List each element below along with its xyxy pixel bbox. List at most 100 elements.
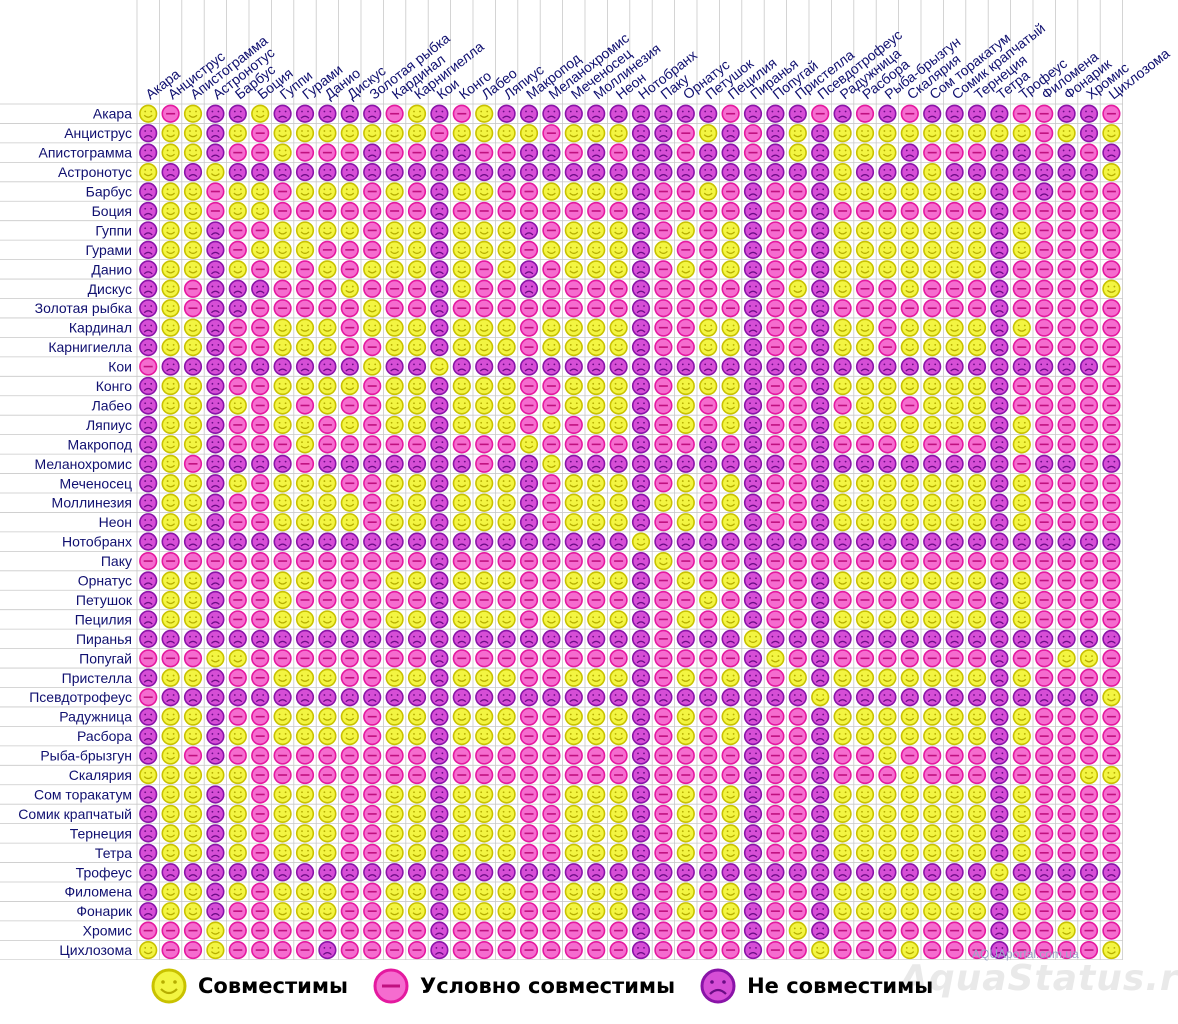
heatmap-cell [1035,513,1054,532]
heatmap-cell [676,338,695,357]
heatmap-cell [654,221,673,240]
heatmap-cell [430,124,449,143]
heatmap-cell [385,396,404,415]
heatmap-cell [609,162,628,182]
heatmap-cell [1057,124,1076,143]
heatmap-cell [923,824,942,843]
heatmap-cell [766,435,785,454]
heatmap-cell [452,318,471,337]
heatmap-cell [1102,182,1121,201]
heatmap-cell [609,513,628,532]
heatmap-cell [990,765,1009,785]
heatmap-cell [676,765,695,785]
heatmap-cell [743,299,763,318]
heatmap-cell [497,318,516,337]
heatmap-cell [878,746,897,765]
heatmap-cell [699,474,718,493]
heatmap-cell [407,415,427,435]
heatmap-cell [1102,396,1121,415]
heatmap-cell [161,765,180,785]
heatmap-cell [654,785,673,804]
heatmap-cell [183,279,203,298]
heatmap-cell [273,532,292,551]
heatmap-cell [273,435,292,454]
heatmap-cell [945,668,964,687]
heatmap-cell [228,201,247,221]
heatmap-cell [385,260,404,279]
heatmap-cell [161,240,180,259]
heatmap-cell [542,240,561,259]
heatmap-cell [542,707,561,726]
heatmap-cell [788,727,807,746]
heatmap-cell [139,804,158,824]
heatmap-cell [385,843,404,862]
heatmap-cell [475,454,494,473]
heatmap-cell [878,824,897,843]
heatmap-cell [721,318,740,337]
heatmap-cell [295,902,315,921]
heatmap-cell [475,649,494,668]
heatmap-cell [676,863,695,882]
heatmap-cell [766,104,785,123]
heatmap-cell [1079,610,1099,629]
heatmap-cell [363,863,382,882]
heatmap-cell [654,260,673,279]
heatmap-cell [318,843,337,862]
row-label: Золотая рыбка [35,300,133,316]
heatmap-cell [945,162,964,182]
heatmap-cell [1012,668,1031,687]
heatmap-cell [900,532,919,551]
heatmap-cell [609,376,628,396]
heatmap-cell [900,221,919,240]
heatmap-cell [206,279,225,298]
heatmap-cell [206,746,225,765]
heatmap-cell [766,396,785,415]
heatmap-cell [631,396,651,415]
heatmap-cell [519,727,539,746]
heatmap-cell [923,474,942,493]
heatmap-cell [721,921,740,940]
heatmap-cell [878,785,897,804]
heatmap-cell [1079,765,1099,785]
heatmap-cell [206,882,225,901]
heatmap-cell [833,338,852,357]
heatmap-cell [721,143,740,162]
heatmap-cell [743,532,763,551]
heatmap-cell [811,454,830,473]
heatmap-cell [273,201,292,221]
heatmap-cell [475,551,494,571]
heatmap-cell [855,260,875,279]
heatmap-cell [430,474,449,493]
heatmap-cell [811,629,830,648]
heatmap-cell [1012,902,1031,921]
heatmap-cell [676,746,695,765]
heatmap-cell [631,649,651,668]
heatmap-cell [251,260,270,279]
heatmap-cell [542,727,561,746]
heatmap-cell [609,882,628,901]
heatmap-cell [1012,940,1031,960]
row-label: Гурами [85,242,132,258]
heatmap-cell [183,610,203,629]
heatmap-cell [788,707,807,726]
heatmap-cell [743,396,763,415]
neutral-face-icon [373,968,409,1004]
heatmap-cell [161,318,180,337]
heatmap-cell [766,863,785,882]
heatmap-cell [587,182,606,201]
heatmap-cell [1102,629,1121,648]
heatmap-cell [542,493,561,512]
heatmap-cell [407,124,427,143]
heatmap-cell [900,376,919,396]
heatmap-cell [564,746,583,765]
heatmap-cell [385,765,404,785]
heatmap-cell [1035,357,1054,376]
heatmap-cell [855,513,875,532]
heatmap-cell [542,396,561,415]
heatmap-cell [206,396,225,415]
heatmap-cell [1057,532,1076,551]
heatmap-cell [251,182,270,201]
heatmap-cell [855,221,875,240]
heatmap-cell [788,493,807,512]
heatmap-cell [430,843,449,862]
